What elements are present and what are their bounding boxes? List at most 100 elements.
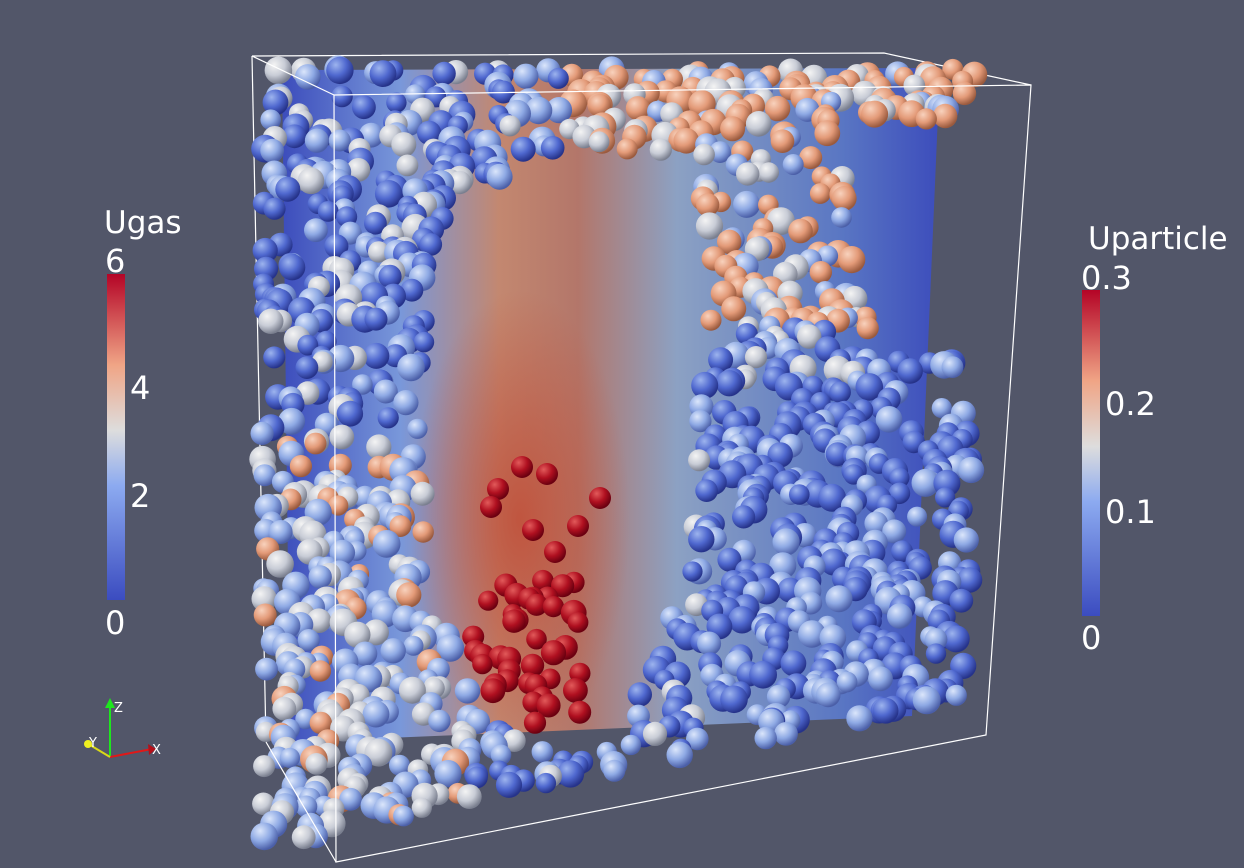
particle-sphere <box>864 511 888 536</box>
particle-sphere <box>666 741 693 769</box>
z-axis-label: Z <box>114 701 123 716</box>
particle-sphere <box>456 784 482 809</box>
particle-sphere <box>767 442 793 468</box>
particle-sphere <box>736 162 760 186</box>
particle-sphere <box>814 120 841 147</box>
particle-sphere <box>766 684 791 709</box>
particle-sphere <box>875 406 903 433</box>
particle-sphere <box>868 666 893 692</box>
particle-sphere <box>262 89 289 116</box>
particle-cloud <box>249 55 988 851</box>
particle-sphere <box>589 487 611 509</box>
particle-sphere <box>709 141 731 164</box>
particle-sphere <box>882 519 907 544</box>
y-axis-label: Y <box>88 736 97 751</box>
particle-sphere <box>697 631 722 656</box>
uparticle-tick-min: 0 <box>1081 619 1102 657</box>
uparticle-legend-title: Uparticle <box>1088 221 1228 257</box>
particle-sphere <box>396 154 419 177</box>
particle-sphere <box>949 588 974 613</box>
particle-sphere <box>490 744 512 766</box>
particle-sphere <box>380 638 406 664</box>
particle-sphere <box>708 347 734 373</box>
particle-sphere <box>279 254 306 281</box>
particle-sphere <box>831 186 857 211</box>
particle-sphere <box>250 421 274 445</box>
particle-sphere <box>547 67 569 89</box>
particle-sphere <box>263 346 286 369</box>
particle-sphere <box>769 552 797 580</box>
particle-sphere <box>411 797 432 818</box>
x-axis-arrow <box>148 744 156 755</box>
orientation-axes: Z Y X <box>84 698 161 758</box>
particle-sphere <box>642 721 668 747</box>
particle-sphere <box>818 483 847 512</box>
particle-sphere <box>317 201 339 222</box>
particle-sphere <box>695 212 724 240</box>
particle-sphere <box>486 163 513 190</box>
particle-sphere <box>378 264 402 288</box>
particle-sphere <box>627 682 652 707</box>
particle-sphere <box>407 418 428 439</box>
particle-sphere <box>563 678 588 703</box>
particle-sphere <box>252 237 278 264</box>
particle-sphere <box>603 759 626 782</box>
particle-sphere <box>749 660 777 689</box>
particle-sphere <box>717 547 742 572</box>
particle-sphere <box>297 629 320 652</box>
particle-sphere <box>393 805 414 827</box>
particle-sphere <box>304 128 329 153</box>
particle-sphere <box>958 456 985 484</box>
particle-sphere <box>798 620 826 648</box>
particle-sphere <box>535 772 557 794</box>
particle-sphere <box>733 190 761 218</box>
particle-sphere <box>925 643 947 664</box>
particle-sphere <box>419 233 443 256</box>
particle-sphere <box>297 334 319 356</box>
particle-sphere <box>369 60 397 87</box>
particle-sphere <box>410 481 435 506</box>
particle-sphere <box>682 561 703 582</box>
particle-sphere <box>266 550 294 578</box>
particle-sphere <box>263 197 286 220</box>
particle-sphere <box>789 484 810 505</box>
particle-sphere <box>305 753 328 775</box>
particle-sphere <box>688 526 715 553</box>
particle-sphere <box>532 569 554 592</box>
particle-sphere <box>520 653 545 678</box>
particle-sphere <box>782 154 804 175</box>
particle-sphere <box>953 527 979 553</box>
particle-sphere <box>567 612 589 633</box>
particle-sphere <box>272 696 297 721</box>
particle-sphere <box>397 353 425 382</box>
particle-sphere <box>935 487 956 508</box>
particle-sphere <box>531 741 554 763</box>
particle-sphere <box>510 136 536 162</box>
particle-sphere <box>774 722 798 746</box>
ugas-tick-4: 4 <box>130 369 151 407</box>
particle-sphere <box>386 92 407 113</box>
particle-sphere <box>544 541 566 563</box>
particle-sphere <box>744 346 768 369</box>
particle-sphere <box>536 463 558 485</box>
particle-sphere <box>374 180 403 208</box>
particle-sphere <box>260 109 282 130</box>
particle-sphere <box>366 434 392 460</box>
particle-sphere <box>434 760 462 788</box>
particle-sphere <box>907 506 928 527</box>
particle-sphere <box>945 684 967 706</box>
particle-sphere <box>536 693 561 718</box>
particle-sphere <box>264 56 293 85</box>
particle-sphere <box>720 116 746 142</box>
particle-sphere <box>309 711 332 735</box>
particle-sphere <box>856 317 879 340</box>
particle-sphere <box>767 207 795 236</box>
particle-sphere <box>328 495 349 516</box>
particle-sphere <box>448 170 472 195</box>
particle-sphere <box>373 379 398 404</box>
particle-sphere <box>326 56 354 85</box>
particle-sphere <box>809 261 832 284</box>
particle-sphere <box>525 593 548 616</box>
particle-sphere <box>912 686 941 715</box>
